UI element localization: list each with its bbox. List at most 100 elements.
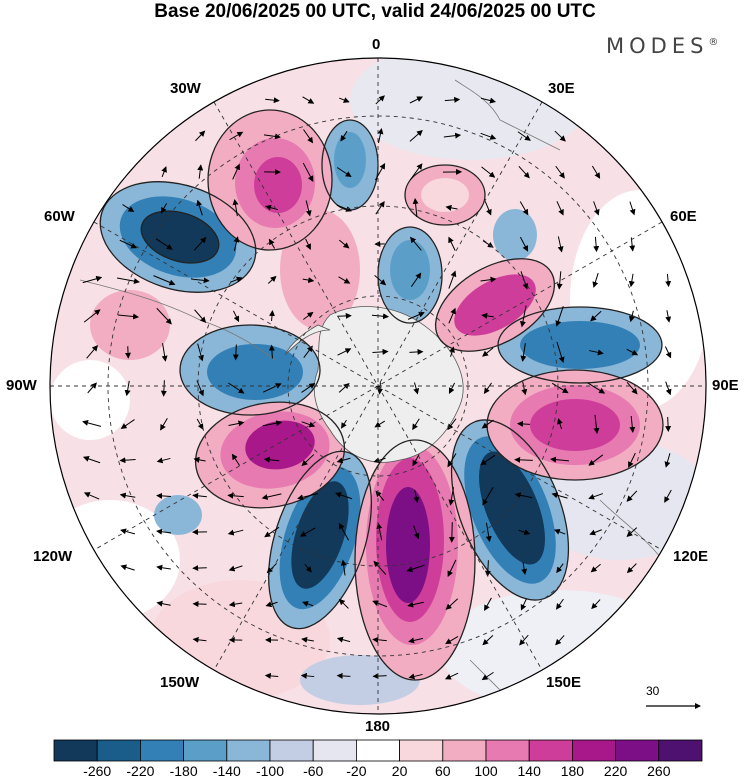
wind-arrow (228, 382, 245, 394)
wind-arrow (304, 563, 312, 573)
wind-arrow (301, 636, 314, 643)
wind-arrow (196, 418, 204, 430)
wind-arrow (587, 382, 606, 394)
wind-arrow (371, 313, 390, 320)
wind-arrow (589, 529, 602, 536)
wind-arrow (86, 344, 99, 359)
wind-arrow (448, 522, 455, 543)
wind-arrow (410, 272, 422, 287)
lon-label-90w: 90W (6, 377, 37, 394)
wind-arrow (444, 672, 459, 680)
wind-arrow (377, 127, 384, 144)
wind-arrow (448, 382, 456, 394)
wind-arrow (337, 348, 352, 356)
wind-arrow (514, 456, 533, 463)
wind-arrow (445, 204, 458, 211)
wind-arrow (482, 487, 494, 506)
wind-arrow (514, 492, 533, 499)
wind-arrow (119, 457, 136, 464)
wind-arrow (481, 166, 496, 178)
wind-arrow (120, 528, 136, 535)
wind-arrow (555, 165, 565, 179)
wind-arrow (626, 381, 638, 395)
wind-arrow (484, 201, 492, 216)
wind-arrow (409, 236, 422, 251)
map-border (49, 57, 707, 715)
wind-arrow (230, 276, 243, 283)
wind-arrow (557, 236, 564, 253)
wind-arrow (626, 527, 638, 538)
wind-arrow (232, 198, 239, 217)
wind-arrow (372, 636, 387, 643)
wind-arrow (194, 309, 207, 323)
wind-arrow (448, 307, 456, 324)
wind-arrow (556, 201, 564, 216)
lon-label-30e: 30E (548, 80, 575, 97)
wind-arrow (413, 489, 420, 504)
wind-arrow (447, 453, 457, 468)
wind-arrow (664, 346, 672, 359)
lon-label-60e: 60E (670, 208, 697, 225)
wind-arrow (373, 560, 387, 575)
wind-arrow (480, 454, 496, 466)
wind-arrow (305, 238, 311, 250)
wind-arrow (628, 273, 635, 288)
wind-arrow (232, 163, 241, 180)
wind-arrow (262, 383, 282, 393)
wind-arrow (556, 563, 564, 574)
wind-arrow (193, 456, 206, 463)
wind-arrow (228, 565, 243, 572)
wind-arrow (156, 307, 172, 325)
wind-arrow (233, 236, 240, 252)
wind-arrow (261, 493, 282, 500)
wind-arrow (227, 492, 244, 499)
wind-arrow (193, 236, 207, 251)
wind-arrow (482, 347, 494, 357)
wind-arrow (119, 239, 138, 249)
wind-arrow (336, 672, 351, 679)
wind-arrow (301, 454, 315, 467)
wind-arrow (556, 341, 565, 364)
wind-arrow (338, 382, 350, 393)
wind-arrow (155, 238, 173, 250)
wind-arrow (589, 349, 604, 356)
wind-arrow (337, 312, 352, 319)
wind-arrow (372, 348, 389, 355)
wind-arrow (83, 309, 101, 323)
wind-arrow (556, 598, 564, 610)
wind-arrow (629, 201, 636, 216)
wind-arrow (303, 129, 314, 144)
wind-arrow (557, 418, 563, 430)
wind-arrow (160, 380, 167, 397)
wind-arrow (160, 203, 168, 214)
lon-label-90e: 90E (712, 377, 739, 394)
registered-mark: ® (708, 37, 719, 48)
wind-arrow (373, 457, 386, 464)
wind-arrow (82, 275, 103, 284)
reference-vector-label: 30 (646, 684, 660, 698)
wind-arrow (372, 673, 387, 680)
wind-arrow (156, 457, 171, 464)
wind-arrow (519, 634, 529, 646)
lon-label-120w: 120W (33, 548, 73, 565)
wind-arrow (267, 275, 277, 284)
wind-arrow (268, 238, 276, 249)
wind-arrow (338, 239, 350, 249)
wind-arrow (375, 200, 385, 215)
wind-arrow (83, 492, 100, 500)
wind-arrow (521, 381, 528, 396)
wind-arrow (555, 306, 564, 327)
wind-arrow (409, 163, 423, 181)
wind-arrow (153, 275, 176, 286)
colorbar-tick-label: -140 (212, 763, 241, 779)
wind-arrow (265, 601, 278, 608)
wind-arrow (156, 564, 171, 571)
wind-arrow (192, 492, 207, 499)
wind-arrow (120, 419, 135, 430)
wind-arrow (265, 97, 280, 104)
wind-arrow (412, 197, 419, 218)
wind-arrow (268, 344, 275, 359)
wind-arrow (443, 132, 462, 139)
wind-arrow (449, 346, 455, 357)
